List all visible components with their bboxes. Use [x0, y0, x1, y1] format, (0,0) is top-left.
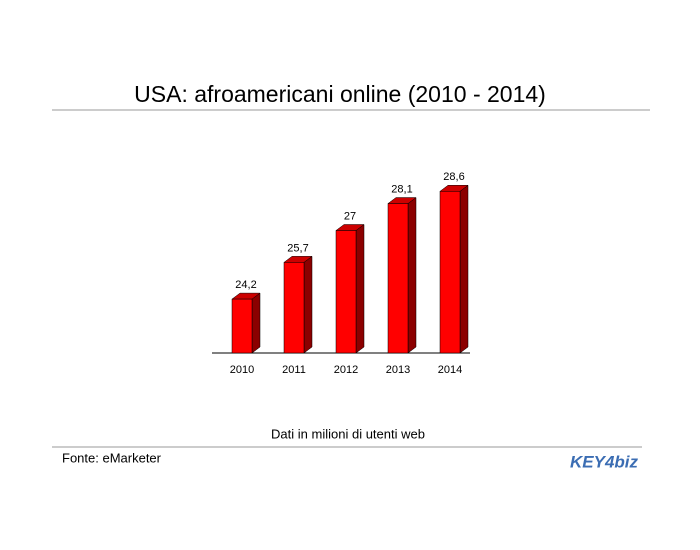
bar-side: [303, 255, 313, 354]
source: Fonte: eMarketer: [62, 450, 162, 465]
x-tick-label: 2010: [230, 364, 254, 376]
x-tick-label: 2011: [282, 364, 306, 376]
x-tick-label: 2013: [386, 364, 410, 376]
bar: [335, 230, 357, 354]
value-label: 27: [344, 210, 356, 222]
bar: [231, 298, 253, 354]
bar: [283, 262, 305, 354]
value-label: 24,2: [235, 279, 256, 291]
bar: [387, 203, 409, 354]
value-label: 25,7: [287, 242, 308, 254]
bar-side: [407, 197, 417, 354]
bar: [439, 191, 461, 354]
bar-side: [355, 224, 365, 354]
bar-side: [251, 292, 261, 354]
logo: KEY4biz: [570, 452, 639, 471]
value-label: 28,1: [391, 183, 412, 195]
chart-note: Dati in milioni di utenti web: [271, 426, 425, 441]
x-tick-label: 2014: [438, 364, 462, 376]
value-label: 28,6: [443, 171, 464, 183]
bar-side: [459, 184, 469, 354]
chart-title: USA: afroamericani online (2010 - 2014): [134, 81, 546, 107]
x-tick-label: 2012: [334, 364, 358, 376]
